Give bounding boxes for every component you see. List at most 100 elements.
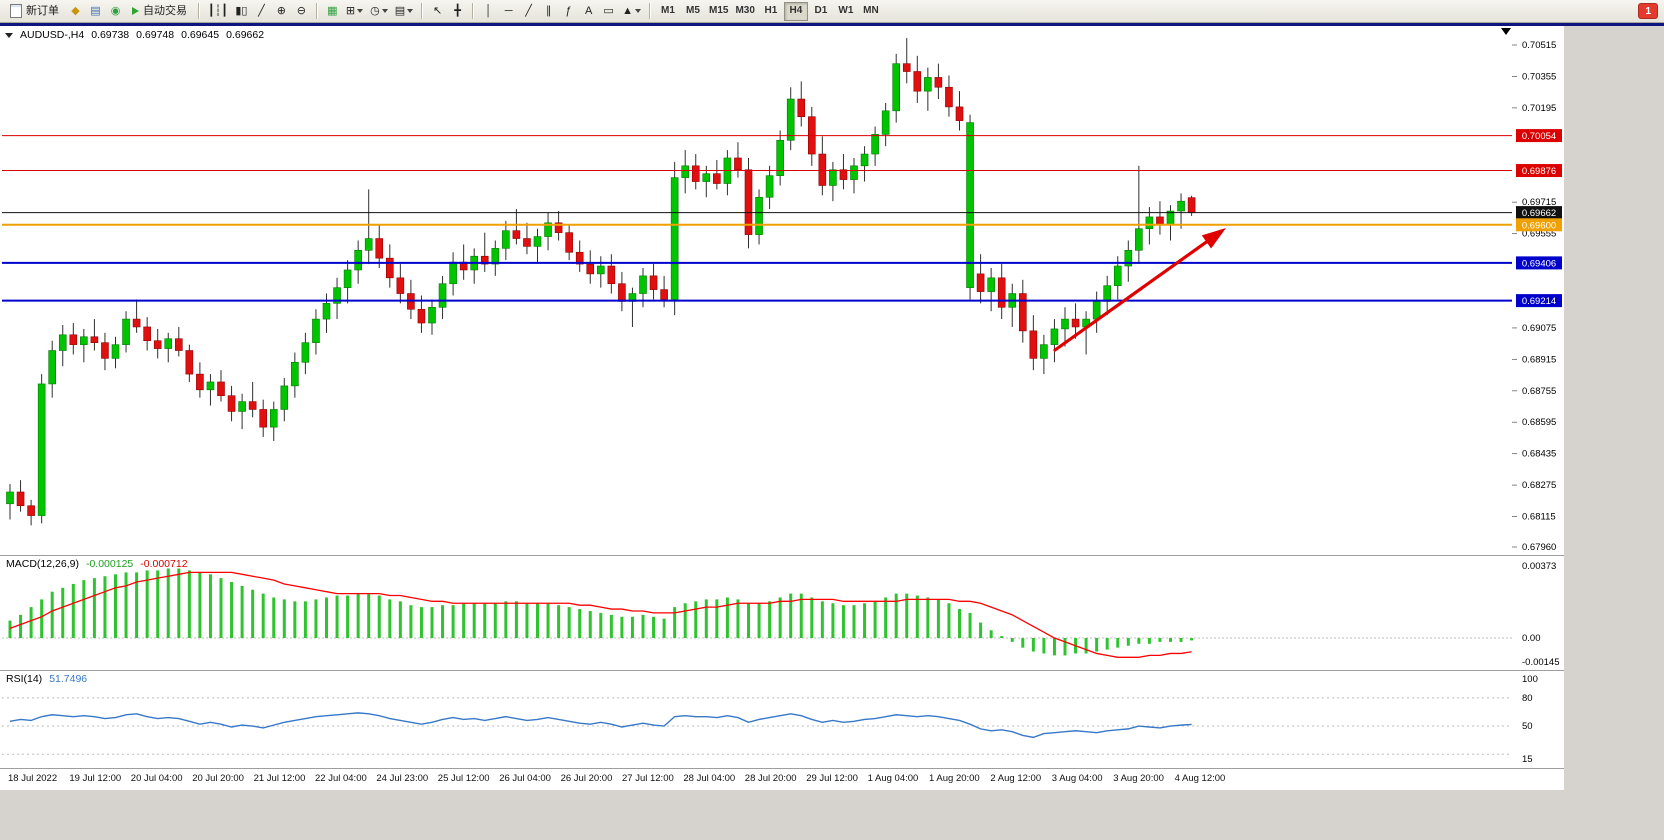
candle-body — [312, 318, 320, 343]
periods-icon[interactable]: ◷ — [367, 2, 391, 21]
symbol-dropdown-icon[interactable] — [5, 32, 13, 38]
candle-body — [6, 491, 14, 505]
timeframe-m30-button[interactable]: M30 — [732, 2, 757, 21]
candle-body — [291, 362, 299, 387]
channel-icon[interactable]: ∥ — [539, 2, 558, 21]
bar-chart-icon[interactable]: ┃┆┃ — [205, 2, 231, 21]
timeframe-m1-button[interactable]: M1 — [656, 2, 680, 21]
candle — [470, 248, 479, 284]
candle-body — [101, 342, 109, 359]
data-window-icon[interactable]: ▤ — [86, 2, 105, 21]
vertical-line-icon[interactable]: │ — [479, 2, 498, 21]
horizontal-line-icon[interactable]: ─ — [499, 2, 518, 21]
label-icon[interactable]: ▭ — [599, 2, 618, 21]
price-badge-label: 0.69600 — [1522, 220, 1556, 231]
macd-bar — [641, 614, 645, 639]
timeframe-d1-button[interactable]: D1 — [809, 2, 833, 21]
candle — [206, 374, 215, 406]
price-axis-tick-label: 0.67960 — [1522, 542, 1556, 553]
candle — [1018, 279, 1027, 343]
macd-bar — [135, 572, 139, 639]
dropdown-arrow-icon — [635, 9, 641, 13]
macd-bar — [609, 614, 613, 639]
new-order-button[interactable]: 新订单 — [4, 2, 65, 21]
macd-bar — [1095, 638, 1099, 652]
candlestick-chart-icon[interactable]: ▮▯ — [232, 2, 251, 21]
time-axis-label: 3 Aug 20:00 — [1113, 773, 1164, 784]
macd-bar — [757, 603, 761, 639]
price-axis-tick-label: 0.68595 — [1522, 417, 1556, 428]
macd-bar — [346, 595, 350, 639]
zoom-out-icon[interactable]: ⊖ — [292, 2, 311, 21]
auto-trading-button[interactable]: 自动交易 — [126, 2, 193, 21]
candle — [196, 362, 204, 398]
market-watch-icon[interactable]: ◆ — [66, 2, 85, 21]
macd-bar — [92, 578, 96, 639]
macd-bar — [493, 603, 497, 639]
candle-body — [681, 165, 690, 178]
crosshair-icon[interactable]: ╋ — [448, 2, 467, 21]
fibonacci-icon[interactable]: ƒ — [559, 2, 578, 21]
templates-icon[interactable]: ▤ — [392, 2, 416, 21]
macd-bar — [303, 601, 307, 639]
timeframe-m15-button[interactable]: M15 — [706, 2, 731, 21]
scroll-to-end-marker[interactable] — [1501, 28, 1511, 35]
candle-body — [818, 153, 827, 186]
shapes-icon[interactable]: ▲ — [619, 2, 644, 21]
candle — [1177, 193, 1185, 229]
macd-bar — [114, 574, 117, 639]
rsi-label: RSI(14) 51.7496 — [6, 673, 87, 685]
candle — [343, 260, 352, 304]
line-chart-icon[interactable]: ╱ — [252, 2, 271, 21]
time-axis-label: 29 Jul 12:00 — [806, 773, 858, 784]
candle — [322, 293, 331, 333]
zoom-in-icon[interactable]: ⊕ — [272, 2, 291, 21]
candle — [786, 87, 795, 151]
macd-svg: 0.00373 0.00 -0.00145 — [2, 561, 1560, 668]
timeframe-h4-button[interactable]: H4 — [783, 1, 808, 21]
candle-body — [744, 169, 753, 235]
candle — [628, 287, 637, 327]
candle — [502, 220, 510, 261]
candle-body — [702, 173, 711, 182]
macd-bar — [725, 597, 729, 639]
cursor-icon[interactable]: ↖ — [428, 2, 447, 21]
candle-body — [1113, 265, 1122, 286]
candle — [544, 212, 552, 251]
candle — [69, 323, 78, 355]
candle — [807, 106, 816, 166]
candle — [744, 157, 753, 249]
candle — [153, 328, 162, 359]
price-axis-tick-label: 0.68915 — [1522, 354, 1556, 365]
candle — [480, 232, 489, 272]
trendline-icon[interactable]: ╱ — [519, 2, 538, 21]
price-badge-label: 0.69876 — [1522, 166, 1556, 177]
macd-bar — [514, 601, 518, 639]
text-icon[interactable]: A — [579, 2, 598, 21]
time-axis[interactable]: 18 Jul 2022 19 Jul 12:00 20 Jul 04:00 20 Ju… — [0, 768, 1564, 790]
price-axis-tick-label: 0.68275 — [1522, 480, 1556, 491]
candle — [333, 277, 341, 320]
candle-body — [860, 153, 869, 167]
timeframe-m5-button[interactable]: M5 — [681, 2, 705, 21]
timeframe-h1-button[interactable]: H1 — [759, 2, 783, 21]
timeframe-mn-button[interactable]: MN — [859, 2, 883, 21]
macd-bar — [673, 607, 677, 639]
time-axis-label: 28 Jul 04:00 — [683, 773, 736, 784]
macd-bar — [810, 597, 814, 639]
timeframe-w1-button[interactable]: W1 — [834, 2, 858, 21]
candle-body — [1156, 216, 1164, 226]
tile-windows-icon[interactable]: ▦ — [323, 2, 342, 21]
candle — [860, 146, 869, 182]
trend-arrow-annotation[interactable] — [1053, 228, 1226, 352]
candle-body — [691, 165, 700, 182]
indicators-icon[interactable]: ⊞ — [343, 2, 366, 21]
macd-bar — [905, 593, 909, 639]
candle — [660, 275, 668, 308]
notification-badge[interactable]: 1 — [1638, 3, 1658, 19]
candle — [765, 165, 774, 210]
candle-body — [259, 409, 268, 428]
navigator-icon[interactable]: ◉ — [106, 2, 125, 21]
macd-axis-label: -0.00145 — [1522, 657, 1560, 668]
candle-body — [132, 318, 141, 328]
